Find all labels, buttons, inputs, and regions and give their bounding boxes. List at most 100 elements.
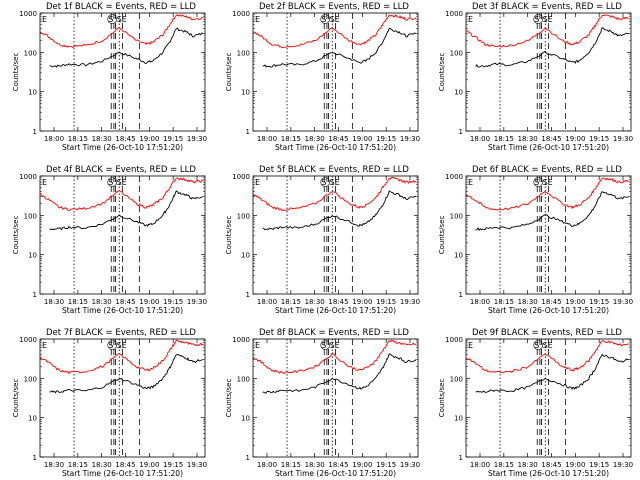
detector-panel: Det 7f BLACK = Events, RED = LLD 1 10 100 10… — [12, 328, 207, 478]
x-tick-label: 19:30 — [187, 298, 207, 306]
x-axis-label: Start Time (26-Oct-10 17:51:20) — [275, 469, 396, 478]
marker-s-ring — [533, 177, 544, 187]
y-axis-label: Counts/sec — [225, 53, 233, 92]
x-tick-label: 19:00 — [565, 135, 585, 143]
x-tick-label: 18:45 — [115, 135, 135, 143]
y-tick-label: 1000 — [445, 173, 463, 181]
x-tick-label: 19:00 — [565, 461, 585, 469]
x-tick-label: 19:15 — [376, 461, 396, 469]
x-tick-label: 18:45 — [541, 461, 561, 469]
y-tick-label: 1 — [459, 128, 463, 136]
detector-panel: Det 9f BLACK = Events, RED = LLD 1 10 100 10… — [438, 328, 633, 478]
y-axis-label: Counts/sec — [438, 53, 446, 92]
y-tick-label: 100 — [24, 212, 37, 220]
x-tick-label: 18:15 — [68, 298, 88, 306]
x-axis-label: Start Time (26-Oct-10 17:51:20) — [488, 306, 609, 315]
panel-title: Det 2f BLACK = Events, RED = LLD — [259, 2, 409, 12]
x-tick-label: 18:45 — [541, 135, 561, 143]
panel-title: Det 7f BLACK = Events, RED = LLD — [46, 328, 196, 338]
detector-panel: Det 8f BLACK = Events, RED = LLD 1 10 100 10… — [225, 328, 420, 478]
x-tick-label: 19:30 — [613, 461, 633, 469]
y-tick-label: 10 — [28, 415, 37, 423]
y-axis-label: Counts/sec — [12, 53, 20, 92]
x-tick-label: 19:15 — [376, 135, 396, 143]
x-tick-label: 19:30 — [613, 298, 633, 306]
lld-series-line — [252, 14, 417, 49]
x-tick-label: 18:15 — [494, 298, 514, 306]
x-tick-label: 19:00 — [139, 135, 159, 143]
x-tick-label: 18:45 — [328, 461, 348, 469]
detector-panel: Det 5f BLACK = Events, RED = LLD 1 10 100 10… — [225, 165, 420, 315]
lld-series-line — [465, 177, 630, 211]
y-tick-label: 1000 — [19, 173, 37, 181]
x-tick-label: 18:00 — [470, 135, 490, 143]
y-axis-label: Counts/sec — [225, 216, 233, 255]
y-tick-label: 100 — [237, 375, 250, 383]
lld-series-line — [465, 14, 630, 48]
marker-s-label: S — [534, 341, 539, 350]
y-tick-label: 1000 — [232, 10, 250, 18]
marker-s-ring — [320, 177, 331, 187]
events-series-line — [49, 353, 204, 394]
x-tick-label: 18:30 — [92, 298, 112, 306]
x-axis-label: Start Time (26-Oct-10 17:51:20) — [62, 469, 183, 478]
y-tick-label: 10 — [241, 252, 250, 260]
x-tick-label: 19:15 — [163, 461, 183, 469]
lld-series-line — [465, 340, 630, 374]
lld-series-line — [39, 177, 204, 212]
x-tick-label: 19:00 — [352, 135, 372, 143]
y-tick-label: 100 — [237, 49, 250, 57]
y-tick-label: 1000 — [445, 10, 463, 18]
x-tick-label: 18:00 — [257, 298, 277, 306]
y-tick-label: 1000 — [19, 10, 37, 18]
events-series-line — [49, 27, 204, 68]
x-tick-label: 18:30 — [305, 298, 325, 306]
x-tick-label: 18:00 — [44, 135, 64, 143]
x-axis-label: Start Time (26-Oct-10 17:51:20) — [488, 143, 609, 152]
y-tick-label: 1000 — [232, 336, 250, 344]
y-tick-label: 1000 — [19, 336, 37, 344]
marker-s-label: S — [321, 341, 326, 350]
marker-e-label: E — [42, 15, 47, 24]
marker-e-label: E — [468, 15, 473, 24]
marker-s-ring — [107, 340, 118, 350]
marker-s-label: S — [321, 15, 326, 24]
events-series-line — [475, 27, 630, 68]
panel-title: Det 9f BLACK = Events, RED = LLD — [472, 328, 622, 338]
x-tick-label: 19:15 — [589, 461, 609, 469]
x-tick-label: 19:15 — [376, 298, 396, 306]
marker-s-label: S — [108, 15, 113, 24]
marker-s-ring — [320, 14, 331, 24]
x-tick-label: 19:30 — [400, 135, 420, 143]
y-tick-label: 10 — [454, 252, 463, 260]
y-tick-label: 10 — [241, 415, 250, 423]
y-tick-label: 1 — [33, 454, 37, 462]
x-tick-label: 19:30 — [400, 298, 420, 306]
x-tick-label: 18:15 — [281, 298, 301, 306]
x-tick-label: 18:30 — [518, 461, 538, 469]
marker-s-label: S — [108, 178, 113, 187]
x-axis-label: Start Time (26-Oct-10 17:51:20) — [275, 143, 396, 152]
x-tick-label: 18:30 — [44, 298, 64, 306]
marker-s-label: S — [321, 178, 326, 187]
y-tick-label: 1 — [246, 454, 250, 462]
y-tick-label: 1 — [246, 128, 250, 136]
y-tick-label: 100 — [450, 375, 463, 383]
x-axis-label: Start Time (26-Oct-10 17:51:20) — [62, 143, 183, 152]
y-axis-label: Counts/sec — [12, 379, 20, 418]
events-series-line — [49, 190, 204, 231]
x-tick-label: 19:15 — [589, 135, 609, 143]
lld-series-line — [39, 14, 204, 49]
y-axis-label: Counts/sec — [438, 379, 446, 418]
x-tick-label: 18:00 — [470, 461, 490, 469]
lld-series-line — [252, 176, 417, 211]
y-tick-label: 1 — [459, 454, 463, 462]
marker-s-label: S — [534, 15, 539, 24]
marker-s-ring — [107, 177, 118, 187]
events-series-line — [475, 353, 630, 393]
detector-panel: Det 1f BLACK = Events, RED = LLD 1 10 100 10… — [12, 2, 207, 152]
x-tick-label: 18:30 — [518, 298, 538, 306]
x-tick-label: 18:30 — [92, 461, 112, 469]
panel-title: Det 5f BLACK = Events, RED = LLD — [259, 165, 409, 175]
